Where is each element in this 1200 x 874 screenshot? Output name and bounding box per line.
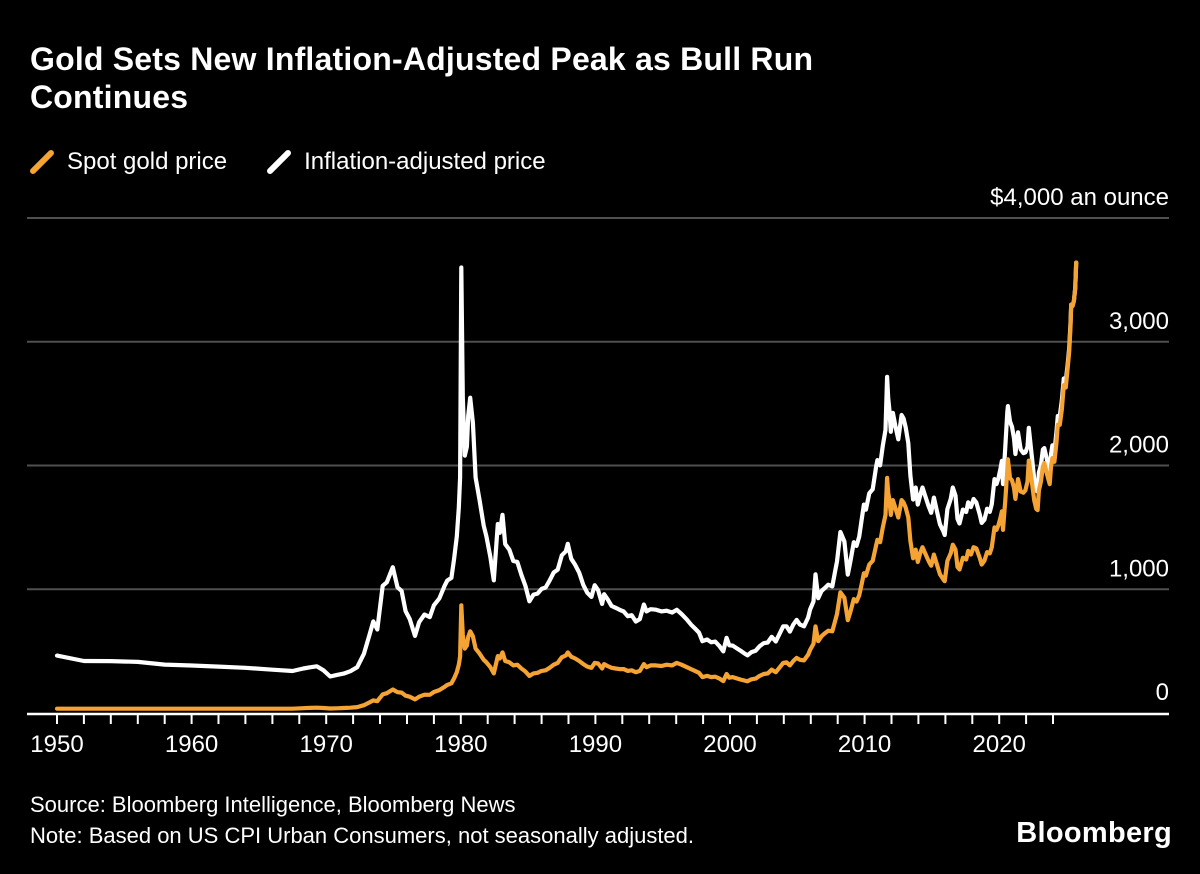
y-axis-label-3000: 3,000 xyxy=(1109,308,1169,335)
chart-title-line2: Continues xyxy=(30,79,189,115)
chart-title: Gold Sets New Inflation-Adjusted Peak as… xyxy=(30,40,1170,116)
slash-icon xyxy=(30,150,54,174)
legend-item-inflation-adjusted-price: Inflation-adjusted price xyxy=(267,148,546,176)
y-axis-label-2000: 2,000 xyxy=(1109,432,1169,459)
legend-item-spot-gold-price: Spot gold price xyxy=(30,148,227,176)
spot-gold-price-line xyxy=(54,260,1079,711)
x-axis-label-2020: 2020 xyxy=(973,731,1026,758)
x-axis-label-1970: 1970 xyxy=(300,731,353,758)
x-axis-label-1980: 1980 xyxy=(434,731,487,758)
x-axis-label-2010: 2010 xyxy=(838,731,891,758)
chart-title-line1: Gold Sets New Inflation-Adjusted Peak as… xyxy=(30,41,814,77)
legend-label: Spot gold price xyxy=(67,148,228,175)
inflation-adjusted-price-line xyxy=(54,260,1079,679)
source-line: Source: Bloomberg Intelligence, Bloomber… xyxy=(30,792,516,817)
x-axis-label-2000: 2000 xyxy=(703,731,756,758)
footer-text: Source: Bloomberg Intelligence, Bloomber… xyxy=(30,789,694,851)
slash-icon xyxy=(267,150,292,174)
x-axis-label-1960: 1960 xyxy=(165,731,218,758)
y-axis-label-1000: 1,000 xyxy=(1109,555,1169,582)
y-axis-label-0: 0 xyxy=(1156,679,1169,706)
legend-label: Inflation-adjusted price xyxy=(304,148,546,175)
legend: Spot gold price Inflation-adjusted price xyxy=(30,148,586,176)
x-axis-label-1950: 1950 xyxy=(30,731,83,758)
note-line: Note: Based on US CPI Urban Consumers, n… xyxy=(30,823,695,848)
x-axis-label-1990: 1990 xyxy=(569,731,622,758)
y-axis-unit-label: $4,000 an ounce xyxy=(990,184,1169,211)
bloomberg-logo: Bloomberg xyxy=(1016,817,1172,849)
